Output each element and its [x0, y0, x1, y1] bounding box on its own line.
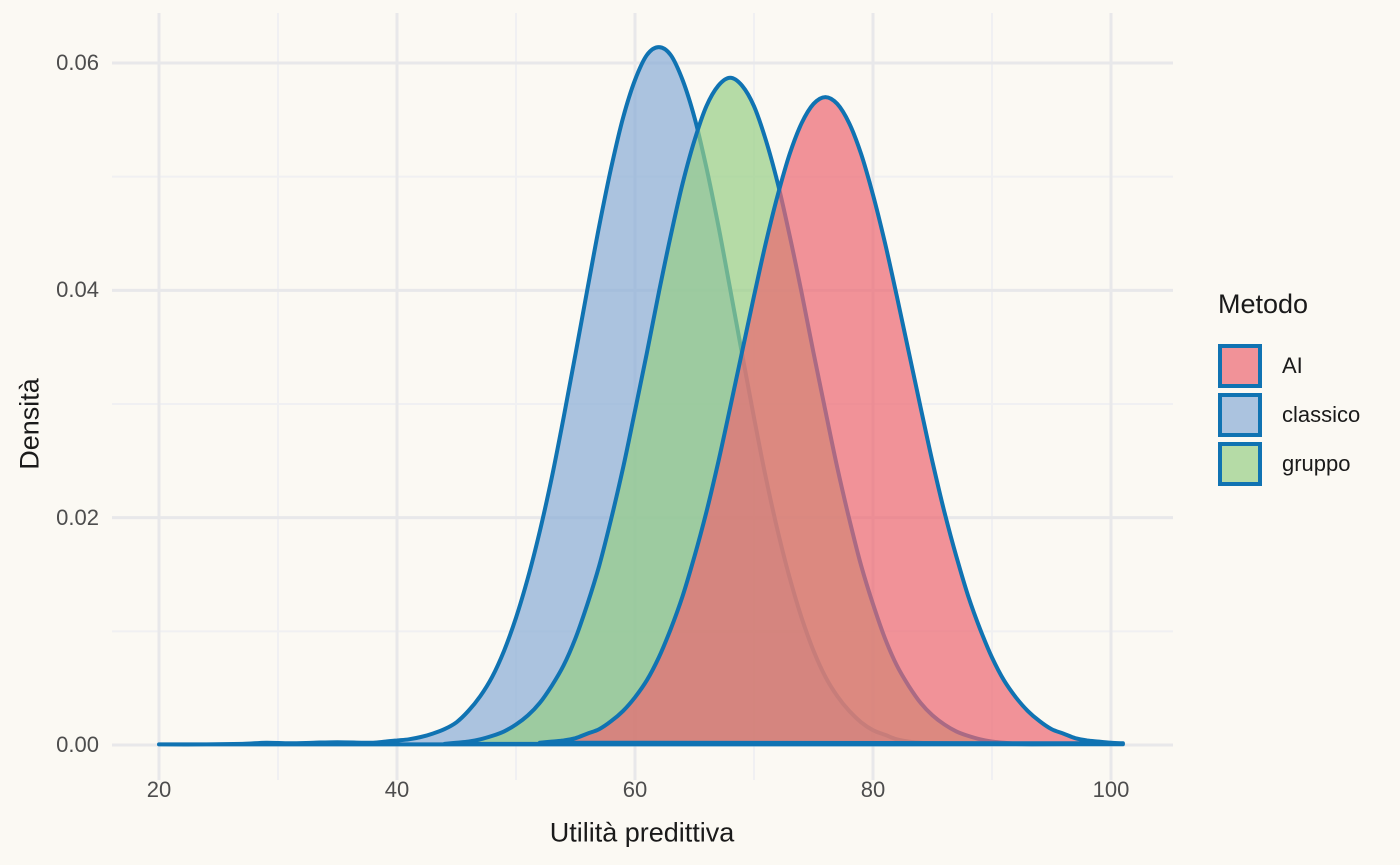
- legend-item-classico: classico: [1218, 393, 1360, 437]
- legend-swatch-gruppo: [1218, 442, 1262, 486]
- legend-label-ai: AI: [1282, 353, 1303, 378]
- x-tick-label-60: 60: [622, 777, 648, 802]
- x-tick-label-20: 20: [146, 777, 172, 802]
- x-axis-title: Utilità predittiva: [549, 817, 735, 848]
- y-axis-title: Densità: [14, 378, 45, 470]
- y-tick-label-0.00: 0.00: [56, 732, 99, 757]
- legend-item-ai: AI: [1218, 344, 1360, 388]
- legend: Metodo AI classico gruppo: [1218, 288, 1360, 491]
- y-tick-label-0.04: 0.04: [56, 277, 99, 303]
- legend-item-gruppo: gruppo: [1218, 442, 1360, 486]
- density-curve-AI: [537, 95, 1125, 746]
- x-tick-label-40: 40: [384, 777, 410, 802]
- y-tick-label-0.02: 0.02: [56, 504, 99, 530]
- legend-label-classico: classico: [1282, 402, 1361, 427]
- legend-swatch-ai: [1218, 344, 1262, 388]
- legend-label-gruppo: gruppo: [1282, 451, 1351, 476]
- legend-title: Metodo: [1218, 289, 1309, 319]
- y-tick-label-0.06: 0.06: [56, 49, 99, 75]
- legend-swatch-classico: [1218, 393, 1262, 437]
- x-tick-label-100: 100: [1092, 777, 1130, 802]
- x-tick-label-80: 80: [860, 777, 886, 802]
